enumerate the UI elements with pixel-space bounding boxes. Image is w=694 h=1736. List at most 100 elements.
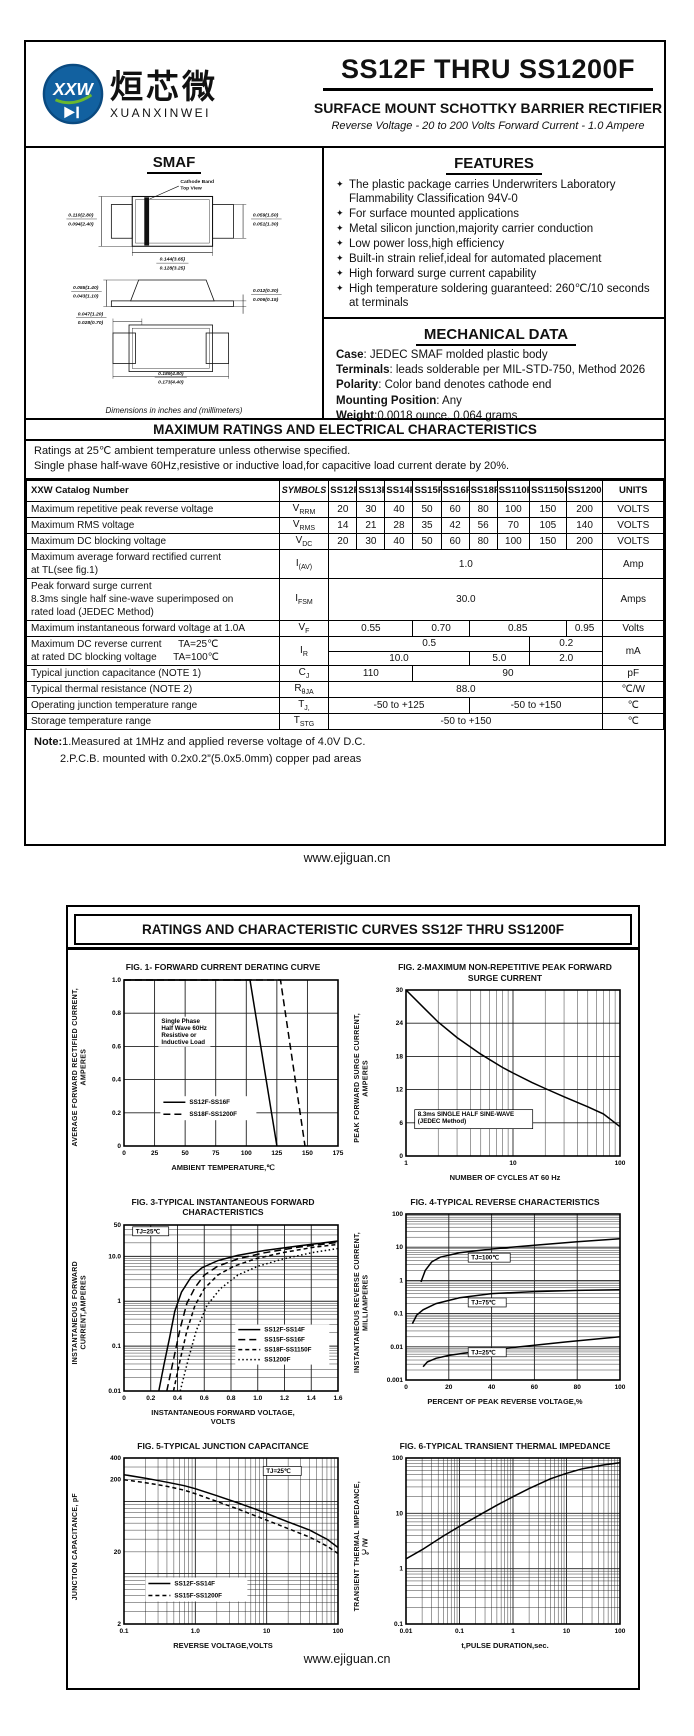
value-cell: 2.0 [529, 650, 604, 667]
svg-text:50: 50 [182, 1150, 190, 1157]
unit-cell: Amps [602, 578, 664, 622]
svg-text:100: 100 [615, 1160, 626, 1167]
param-cell: Maximum DC reverse current TA=25℃ at rat… [26, 636, 280, 667]
unit-cell: ℃/W [602, 681, 664, 699]
svg-text:10.0: 10.0 [108, 1253, 121, 1260]
svg-text:SS18F-SS1150F: SS18F-SS1150F [264, 1346, 311, 1353]
svg-text:75: 75 [212, 1150, 220, 1157]
feature-item: ✦ High temperature soldering guaranteed: … [336, 282, 656, 310]
svg-text:0.6: 0.6 [112, 1043, 121, 1050]
unit-cell: ℃ [602, 697, 664, 715]
svg-text:0.4: 0.4 [173, 1395, 182, 1402]
svg-text:0: 0 [399, 1153, 403, 1160]
dimension-label: 0.043(1.10) [73, 294, 99, 300]
voltage-current-tagline: Reverse Voltage - 20 to 200 Volts Forwar… [331, 120, 645, 132]
value-cell: 140 [565, 517, 604, 535]
value-cell: 110 [328, 665, 414, 683]
features-mechanical-column: FEATURES ✦ The plastic package carries Un… [324, 148, 664, 422]
value-cell: 5.0 [468, 650, 531, 667]
feature-item: ✦ Low power loss,high efficiency [336, 237, 656, 251]
fig3-y-axis-label: INSTANTANEOUS FORWARD CURRENT,AMPERES [72, 1261, 88, 1365]
dimension-label: 0.028(0.70) [78, 320, 104, 326]
dimension-label: 0.173(4.40) [158, 380, 184, 386]
svg-text:SS15F-SS1200F: SS15F-SS1200F [174, 1593, 222, 1600]
brand-name-cn: 烜芯微 [110, 67, 218, 105]
figure-fig4: FIG. 4-TYPICAL REVERSE CHARACTERISTICS IN… [354, 1197, 634, 1427]
value-cell: 88.0 [328, 681, 604, 699]
unit-cell: VOLTS [602, 517, 664, 535]
symbol-cell: VF [278, 620, 330, 638]
value-cell: 200 [565, 501, 604, 519]
bullet-icon: ✦ [336, 179, 344, 189]
feature-item: ✦ For surface mounted applications [336, 207, 656, 221]
part-header: SS18F [468, 479, 498, 503]
fig4-series [420, 1238, 621, 1283]
callout-line2: Top View [180, 185, 201, 191]
value-cell: 0.2 [529, 636, 604, 652]
svg-text:100: 100 [392, 1211, 403, 1218]
svg-text:20: 20 [114, 1549, 122, 1556]
fig4-title: FIG. 4-TYPICAL REVERSE CHARACTERISTICS [410, 1196, 600, 1207]
svg-text:0.1: 0.1 [112, 1343, 121, 1350]
logo-xxw-text: XXW [52, 79, 94, 99]
ratings-condition-line: Ratings at 25℃ ambient temperature unles… [34, 445, 351, 457]
svg-text:1: 1 [404, 1160, 408, 1167]
symbols-header: SYMBOLS [278, 479, 330, 503]
feature-text: High temperature soldering guaranteed: 2… [349, 283, 650, 310]
symbol-cell: CJ [278, 665, 330, 683]
fig3-title: FIG. 3-TYPICAL INSTANTANEOUS FORWARD CHA… [131, 1196, 315, 1218]
figure-fig5: FIG. 5-TYPICAL JUNCTION CAPACITANCE JUNCT… [72, 1441, 352, 1651]
svg-text:100: 100 [615, 1628, 626, 1635]
symbol-cell: VRMS [278, 517, 330, 535]
brand-names: 烜芯微 XUANXINWEI [110, 70, 218, 119]
feature-item: ✦ The plastic package carries Underwriter… [336, 178, 656, 206]
feature-text: Low power loss,high efficiency [349, 238, 505, 251]
svg-text:0.1: 0.1 [119, 1628, 128, 1635]
feature-text: For surface mounted applications [349, 208, 520, 221]
note-line-2: 2.P.C.B. mounted with 0.2x0.2”(5.0x5.0mm… [60, 752, 362, 765]
svg-text:TJ=25℃: TJ=25℃ [266, 1468, 291, 1475]
footer-url-page2[interactable]: www.ejiguan.cn [303, 1652, 391, 1666]
figure-fig1: FIG. 1- FORWARD CURRENT DERATING CURVE AV… [72, 962, 352, 1183]
value-cell: 20 [328, 501, 358, 519]
mechanical-data-section: MECHANICAL DATA Case: JEDEC SMAF molded … [324, 317, 664, 428]
svg-text:30: 30 [396, 987, 404, 994]
value-cell: 30 [356, 501, 386, 519]
value-cell: 150 [529, 533, 567, 551]
figure-fig3: FIG. 3-TYPICAL INSTANTANEOUS FORWARD CHA… [72, 1197, 352, 1427]
middle-section: SMAF Cathode Band Top View 0.110(2.80) [26, 148, 664, 422]
footer-url-page1[interactable]: www.ejiguan.cn [303, 851, 391, 865]
svg-text:0.001: 0.001 [387, 1377, 404, 1384]
svg-text:24: 24 [396, 1020, 404, 1027]
svg-text:TJ=25℃: TJ=25℃ [471, 1350, 496, 1357]
dimension-label: 0.189(4.80) [158, 371, 184, 377]
fig3-x-axis-label: INSTANTANEOUS FORWARD VOLTAGE, VOLTS [151, 1407, 295, 1427]
mech-item: Weight:0.0018 ounce, 0.064 grams [336, 409, 518, 422]
param-cell: Typical junction capacitance (NOTE 1) [26, 665, 280, 683]
feature-item: ✦ High forward surge current capability [336, 267, 656, 281]
svg-text:10: 10 [396, 1244, 404, 1251]
svg-text:125: 125 [271, 1150, 282, 1157]
fig2-plot: 1 10 100 0 6 12 18 24 30 8.3ms SINGLE HALF SINE-W… [396, 987, 626, 1167]
svg-text:2: 2 [117, 1621, 121, 1628]
svg-text:100: 100 [392, 1455, 403, 1462]
table-row: Maximum DC blocking voltage VDC 20 30 40 50 60… [26, 533, 664, 551]
mech-item: Mounting Position: Any [336, 394, 462, 407]
value-cell: -50 to +150 [328, 713, 604, 731]
part-header: SS15F [412, 479, 442, 503]
svg-text:0: 0 [122, 1395, 126, 1402]
svg-text:6: 6 [399, 1120, 403, 1127]
value-cell: 14 [328, 517, 358, 535]
svg-text:0: 0 [117, 1143, 121, 1150]
unit-cell: VOLTS [602, 533, 664, 551]
bullet-icon: ✦ [336, 238, 344, 249]
fig4-x-axis-label: PERCENT OF PEAK REVERSE VOLTAGE,% [427, 1397, 583, 1407]
value-cell: 0.70 [412, 620, 470, 638]
symbol-cell: VDC [278, 533, 330, 551]
dimension-label: 0.006(0.15) [253, 297, 279, 303]
ratings-heading: MAXIMUM RATINGS AND ELECTRICAL CHARACTER… [26, 418, 664, 441]
fig5-series [123, 1474, 339, 1549]
fig3-series [158, 1240, 339, 1392]
param-cell: Operating junction temperature range [26, 697, 280, 715]
